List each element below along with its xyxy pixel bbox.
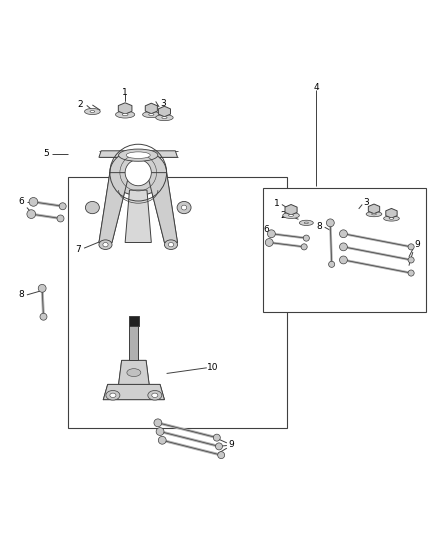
Polygon shape [386, 208, 397, 218]
Circle shape [59, 203, 66, 210]
Text: 1: 1 [122, 88, 128, 97]
Circle shape [218, 451, 225, 458]
Ellipse shape [85, 108, 100, 115]
Polygon shape [99, 151, 177, 157]
Ellipse shape [149, 114, 154, 116]
Text: 3: 3 [161, 99, 166, 108]
Ellipse shape [283, 212, 299, 219]
Text: 9: 9 [228, 440, 234, 449]
Ellipse shape [304, 222, 308, 224]
Ellipse shape [162, 117, 167, 118]
Ellipse shape [106, 391, 120, 400]
Circle shape [408, 244, 414, 250]
Text: 5: 5 [44, 149, 49, 158]
Ellipse shape [110, 393, 116, 398]
Ellipse shape [122, 114, 128, 116]
Ellipse shape [148, 391, 162, 400]
Ellipse shape [127, 369, 141, 376]
Text: 8: 8 [317, 222, 322, 231]
Text: 7: 7 [75, 245, 81, 254]
Circle shape [268, 230, 276, 238]
Circle shape [38, 285, 46, 292]
Circle shape [328, 261, 335, 268]
Polygon shape [159, 106, 170, 117]
Polygon shape [99, 173, 130, 243]
Ellipse shape [90, 110, 95, 112]
Ellipse shape [126, 152, 150, 158]
Text: 4: 4 [314, 83, 319, 92]
Circle shape [125, 159, 151, 185]
Circle shape [158, 437, 166, 444]
Polygon shape [103, 384, 164, 400]
Ellipse shape [181, 205, 187, 210]
Ellipse shape [177, 201, 191, 214]
Circle shape [40, 313, 47, 320]
Circle shape [27, 210, 35, 219]
Text: 2: 2 [281, 211, 286, 220]
Ellipse shape [384, 216, 399, 221]
Text: 9: 9 [415, 240, 420, 249]
Circle shape [326, 219, 334, 227]
Circle shape [154, 419, 162, 427]
Circle shape [339, 243, 347, 251]
Bar [263, 188, 426, 312]
Circle shape [408, 257, 414, 263]
Circle shape [57, 215, 64, 222]
Text: 6: 6 [19, 197, 25, 206]
Ellipse shape [164, 240, 177, 249]
Polygon shape [125, 190, 151, 243]
Circle shape [301, 244, 307, 250]
Ellipse shape [371, 213, 376, 215]
Ellipse shape [143, 111, 160, 118]
Circle shape [339, 230, 347, 238]
Text: 1: 1 [274, 199, 280, 208]
Text: 2: 2 [78, 100, 83, 109]
Ellipse shape [116, 111, 135, 118]
Circle shape [265, 239, 273, 246]
Ellipse shape [85, 201, 99, 214]
Ellipse shape [119, 149, 158, 161]
Ellipse shape [168, 243, 173, 247]
Ellipse shape [103, 243, 108, 247]
Circle shape [213, 434, 220, 441]
Text: 10: 10 [207, 364, 218, 372]
Text: 3: 3 [364, 198, 369, 207]
Ellipse shape [152, 393, 158, 398]
Circle shape [29, 198, 38, 206]
Ellipse shape [366, 212, 382, 217]
Bar [68, 177, 287, 428]
Polygon shape [110, 150, 166, 195]
Circle shape [215, 443, 223, 450]
Polygon shape [285, 205, 297, 215]
Polygon shape [147, 173, 177, 243]
Ellipse shape [289, 214, 293, 216]
Polygon shape [118, 103, 132, 114]
Text: 6: 6 [263, 225, 269, 234]
Circle shape [339, 256, 347, 264]
Polygon shape [129, 316, 139, 326]
Polygon shape [368, 204, 380, 214]
Polygon shape [145, 103, 157, 114]
Text: 8: 8 [19, 290, 25, 300]
Circle shape [303, 235, 309, 241]
Ellipse shape [155, 115, 173, 120]
Ellipse shape [99, 240, 112, 249]
Ellipse shape [299, 220, 313, 225]
Polygon shape [130, 317, 138, 360]
Circle shape [156, 427, 164, 435]
Ellipse shape [389, 217, 394, 219]
Polygon shape [119, 360, 149, 384]
Circle shape [408, 270, 414, 276]
